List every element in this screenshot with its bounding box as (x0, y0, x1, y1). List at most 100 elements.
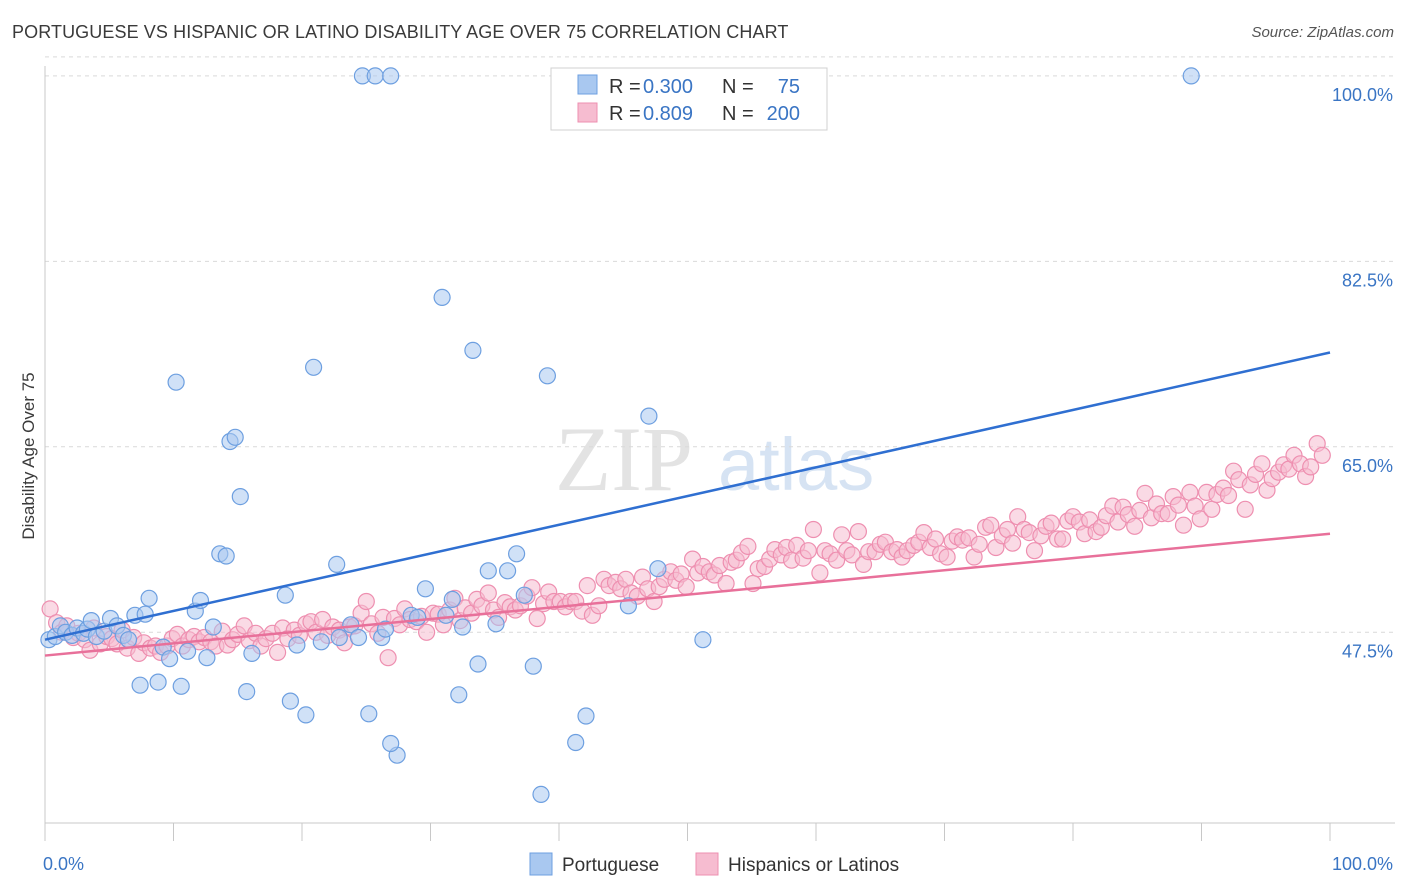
hispanic-point (590, 597, 608, 615)
hispanic-point (982, 516, 1000, 534)
legend-r-label-1: R = (609, 76, 641, 98)
data-points (40, 67, 1331, 804)
portuguese-point (330, 628, 348, 647)
hispanic-point (1253, 455, 1271, 473)
hispanic-point (528, 609, 546, 628)
hispanic-point (645, 592, 663, 611)
hispanic-point (479, 584, 497, 602)
portuguese-point (366, 67, 384, 85)
hispanic-point (938, 548, 956, 566)
portuguese-point (276, 586, 294, 604)
legend-n-value-2: 200 (767, 103, 800, 125)
trend-line-portuguese (44, 351, 1331, 641)
portuguese-point (450, 686, 468, 704)
hispanic-point (926, 530, 945, 548)
hispanic-point (1236, 500, 1254, 518)
y-tick-labels: 100.0% 82.5% 65.0% 47.5% (1332, 85, 1393, 661)
watermark: ZIP atlas (555, 408, 874, 510)
portuguese-point (161, 650, 179, 668)
portuguese-point (577, 707, 595, 725)
hispanic-point (1174, 516, 1193, 534)
portuguese-point (226, 428, 244, 446)
x-tick-label: 100.0% (1332, 854, 1393, 874)
portuguese-point (640, 407, 658, 425)
portuguese-point (538, 367, 557, 385)
hispanic-point (804, 520, 823, 539)
legend-n-label-2: N = (722, 103, 754, 125)
portuguese-point (281, 692, 299, 710)
portuguese-point (198, 649, 216, 667)
y-tick-label: 65.0% (1342, 456, 1393, 476)
hispanic-point (1126, 517, 1144, 535)
hispanic-point (811, 564, 829, 582)
source-label: Source: ZipAtlas.com (1251, 24, 1394, 41)
portuguese-point (524, 657, 542, 675)
hispanic-point (1219, 486, 1238, 505)
hispanic-point (970, 535, 988, 553)
hispanic-point (357, 592, 375, 611)
hispanic-point (677, 578, 695, 596)
portuguese-point (487, 615, 505, 633)
portuguese-point (82, 611, 100, 630)
hispanic-point (1136, 484, 1154, 502)
watermark-zip: ZIP (555, 408, 693, 510)
legend-n-label-1: N = (722, 76, 754, 98)
portuguese-point (131, 676, 149, 694)
hispanic-point (849, 522, 868, 541)
x-tick-label: 0.0% (43, 854, 84, 874)
y-tick-label: 47.5% (1342, 641, 1393, 661)
portuguese-point (479, 562, 497, 580)
hispanic-point (41, 600, 59, 618)
portuguese-point (140, 589, 158, 607)
portuguese-point (567, 733, 585, 752)
correlation-legend: R = 0.300 N = 75 R = 0.809 N = 200 (550, 67, 828, 131)
hispanic-point (379, 649, 397, 667)
legend-n-value-1: 75 (778, 76, 800, 98)
portuguese-point (149, 673, 167, 691)
portuguese-point (288, 636, 306, 654)
hispanic-point (1313, 446, 1331, 464)
portuguese-point (382, 734, 400, 753)
watermark-atlas: atlas (718, 423, 874, 506)
portuguese-point (416, 580, 434, 598)
hispanic-point (799, 542, 817, 560)
portuguese-point (443, 590, 461, 609)
portuguese-point (382, 67, 400, 85)
portuguese-point (515, 586, 533, 604)
portuguese-point (507, 545, 526, 563)
hispanic-point (418, 623, 436, 641)
portuguese-point (469, 655, 487, 673)
portuguese-point (437, 606, 455, 624)
portuguese-point (464, 341, 482, 359)
x-tick-labels: 0.0% 100.0% (43, 854, 1393, 874)
legend-swatch-hispanics (577, 102, 598, 123)
portuguese-point (119, 631, 138, 649)
hispanic-point (1302, 458, 1320, 476)
portuguese-point (649, 560, 667, 578)
legend-swatch-portuguese (577, 74, 598, 95)
hispanic-point (578, 576, 596, 595)
portuguese-point (328, 555, 346, 574)
hispanic-point (1203, 500, 1221, 518)
portuguese-point (433, 288, 451, 306)
hispanic-point (717, 574, 735, 593)
portuguese-point (694, 631, 712, 649)
portuguese-point (167, 373, 185, 391)
axes (44, 66, 1395, 841)
y-axis-title: Disability Age Over 75 (19, 372, 38, 539)
hispanic-point (833, 526, 851, 544)
portuguese-point (532, 785, 550, 804)
series-legend-swatch-hispanics (695, 852, 719, 876)
hispanic-point (843, 546, 861, 564)
hispanic-point (1025, 542, 1044, 560)
chart-title: PORTUGUESE VS HISPANIC OR LATINO DISABIL… (12, 22, 789, 42)
legend-r-value-1: 0.300 (643, 76, 693, 98)
portuguese-point (217, 547, 235, 565)
hispanic-point (739, 537, 757, 556)
y-tick-label: 100.0% (1332, 85, 1393, 105)
portuguese-point (312, 633, 330, 651)
hispanic-point (1042, 514, 1060, 532)
portuguese-point (409, 608, 427, 627)
series-legend: Portuguese Hispanics or Latinos (529, 852, 899, 876)
